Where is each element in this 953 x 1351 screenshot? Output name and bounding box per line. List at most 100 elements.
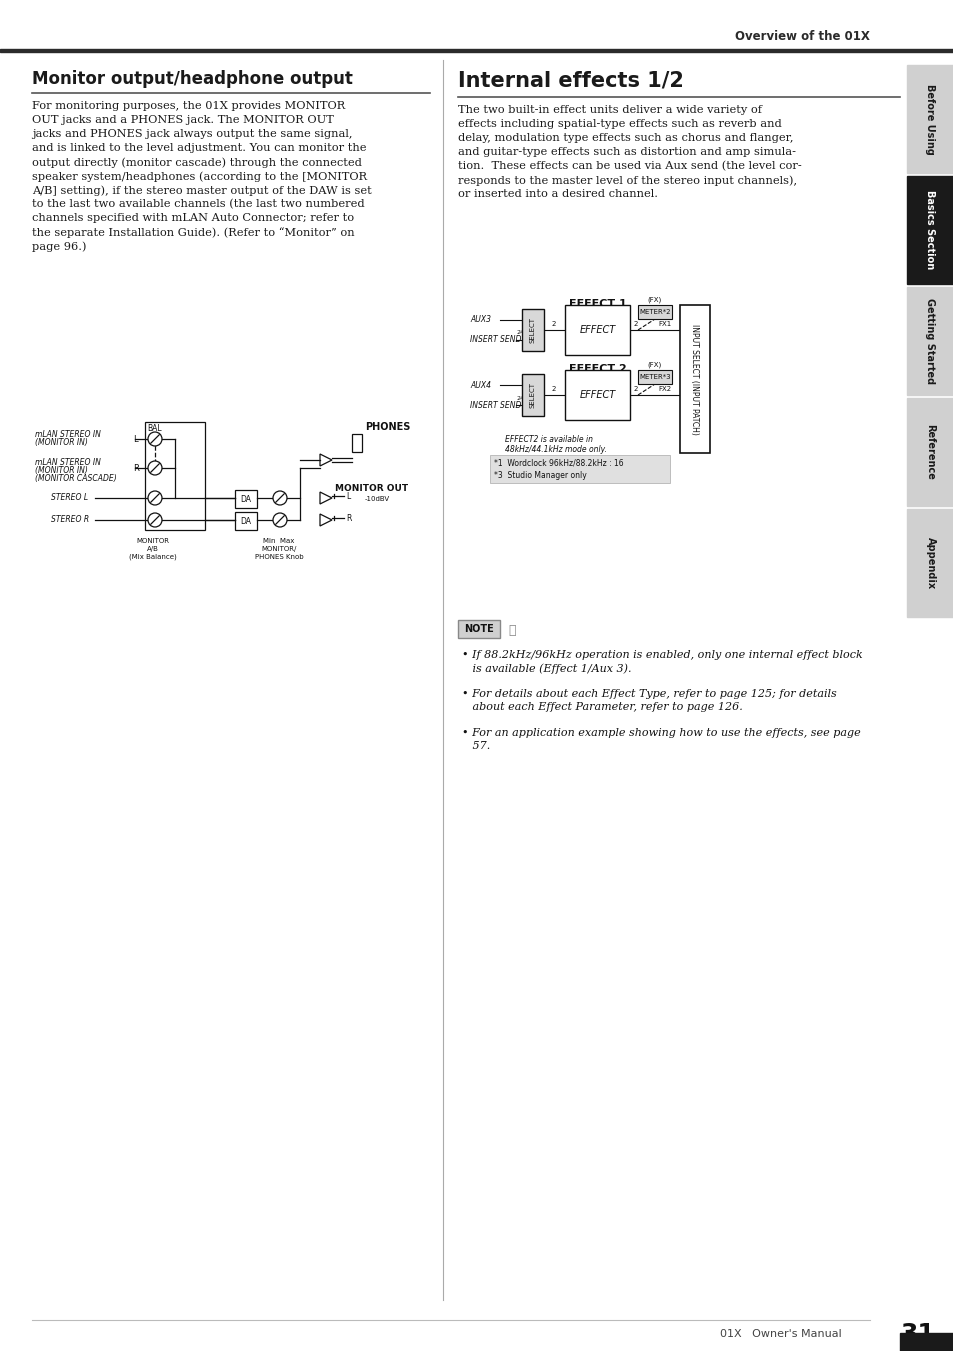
Text: effects including spatial-type effects such as reverb and: effects including spatial-type effects s… [457, 119, 781, 128]
Text: OUT jacks and a PHONES jack. The MONITOR OUT: OUT jacks and a PHONES jack. The MONITOR… [32, 115, 334, 126]
Text: Getting Started: Getting Started [924, 299, 935, 384]
Text: METER*3: METER*3 [639, 374, 670, 380]
Bar [906, 286, 953, 394]
Bar [564, 370, 629, 420]
Circle shape [148, 513, 162, 527]
Bar [638, 370, 671, 384]
Circle shape [148, 432, 162, 446]
Bar [899, 1333, 953, 1351]
Text: *1  Wordclock 96kHz/88.2kHz : 16
*3  Studio Manager only: *1 Wordclock 96kHz/88.2kHz : 16 *3 Studi… [494, 459, 623, 481]
Text: Internal effects 1/2: Internal effects 1/2 [457, 70, 683, 91]
Circle shape [148, 461, 162, 476]
Bar [457, 620, 499, 638]
Bar [234, 490, 256, 508]
Text: Min  Max
MONITOR/
PHONES Knob: Min Max MONITOR/ PHONES Knob [254, 538, 303, 561]
Text: • For details about each Effect Type, refer to page 125; for details: • For details about each Effect Type, re… [461, 689, 836, 698]
Text: AUX4: AUX4 [470, 381, 491, 389]
Text: 24*1: 24*1 [517, 331, 532, 335]
Text: is available (Effect 1/Aux 3).: is available (Effect 1/Aux 3). [461, 663, 631, 674]
Text: DA: DA [240, 494, 252, 504]
Text: 57.: 57. [461, 740, 490, 751]
Text: 01X   Owner's Manual: 01X Owner's Manual [720, 1329, 841, 1339]
Text: SELECT: SELECT [530, 382, 536, 408]
Text: EFFECT2 is available in
48kHz/44.1kHz mode only.: EFFECT2 is available in 48kHz/44.1kHz mo… [504, 435, 606, 454]
Bar [352, 434, 361, 453]
Text: 2: 2 [634, 386, 638, 392]
Text: PHONES: PHONES [365, 422, 410, 432]
Text: Monitor output/headphone output: Monitor output/headphone output [32, 70, 353, 88]
Text: mLAN STEREO IN: mLAN STEREO IN [35, 430, 101, 439]
Bar [564, 305, 629, 355]
Circle shape [273, 490, 287, 505]
Bar [906, 65, 953, 173]
Text: R: R [346, 513, 351, 523]
Bar [490, 455, 669, 484]
Text: (FX): (FX) [647, 362, 661, 367]
Text: The two built-in effect units deliver a wide variety of: The two built-in effect units deliver a … [457, 105, 761, 115]
Text: output directly (monitor cascade) through the connected: output directly (monitor cascade) throug… [32, 157, 361, 168]
Text: METER*2: METER*2 [639, 309, 670, 315]
Text: MONITOR
A/B
(Mix Balance): MONITOR A/B (Mix Balance) [129, 538, 176, 561]
Text: For monitoring purposes, the 01X provides MONITOR: For monitoring purposes, the 01X provide… [32, 101, 345, 111]
Bar [679, 305, 709, 453]
Text: and is linked to the level adjustment. You can monitor the: and is linked to the level adjustment. Y… [32, 143, 366, 153]
Text: about each Effect Parameter, refer to page 126.: about each Effect Parameter, refer to pa… [461, 703, 742, 712]
Text: AUX3: AUX3 [470, 316, 491, 324]
Text: 2: 2 [551, 322, 556, 327]
Text: mLAN STEREO IN: mLAN STEREO IN [35, 458, 101, 467]
Text: Before Using: Before Using [924, 84, 935, 154]
Bar [521, 374, 543, 416]
Text: to the last two available channels (the last two numbered: to the last two available channels (the … [32, 199, 364, 209]
Text: page 96.): page 96.) [32, 240, 87, 251]
Text: BAL: BAL [148, 424, 162, 434]
Text: the separate Installation Guide). (Refer to “Monitor” on: the separate Installation Guide). (Refer… [32, 227, 355, 238]
Text: DA: DA [240, 516, 252, 526]
Text: (MONITOR IN): (MONITOR IN) [35, 438, 88, 447]
Text: Reference: Reference [924, 424, 935, 480]
Bar [906, 176, 953, 284]
Text: 2: 2 [551, 386, 556, 392]
Text: jacks and PHONES jack always output the same signal,: jacks and PHONES jack always output the … [32, 128, 352, 139]
Text: FX2: FX2 [659, 386, 671, 392]
Text: A/B] setting), if the stereo master output of the DAW is set: A/B] setting), if the stereo master outp… [32, 185, 372, 196]
Text: FX1: FX1 [659, 322, 671, 327]
Text: INSERT SEND: INSERT SEND [470, 335, 521, 345]
Text: 24*1: 24*1 [517, 396, 532, 400]
Text: (MONITOR IN): (MONITOR IN) [35, 466, 88, 476]
Text: Basics Section: Basics Section [924, 190, 935, 270]
Text: Overview of the 01X: Overview of the 01X [735, 30, 869, 42]
Bar [521, 309, 543, 351]
Text: INSERT SEND: INSERT SEND [470, 400, 521, 409]
Text: 31: 31 [899, 1323, 934, 1346]
Text: (FX): (FX) [647, 296, 661, 303]
Text: L: L [132, 435, 137, 444]
Bar [906, 509, 953, 617]
Text: or inserted into a desired channel.: or inserted into a desired channel. [457, 189, 658, 199]
Text: R: R [132, 463, 139, 473]
Bar [145, 422, 205, 530]
Bar [0, 49, 953, 51]
Text: EFFECT 1: EFFECT 1 [568, 299, 626, 309]
Bar [906, 399, 953, 507]
Text: -10dBV: -10dBV [365, 496, 390, 503]
Text: SELECT: SELECT [530, 317, 536, 343]
Text: speaker system/headphones (according to the [MONITOR: speaker system/headphones (according to … [32, 172, 367, 181]
Text: (MONITOR CASCADE): (MONITOR CASCADE) [35, 474, 116, 484]
Text: channels specified with mLAN Auto Connector; refer to: channels specified with mLAN Auto Connec… [32, 213, 354, 223]
Text: and guitar-type effects such as distortion and amp simula-: and guitar-type effects such as distorti… [457, 147, 795, 157]
Text: INPUT SELECT (INPUT PATCH): INPUT SELECT (INPUT PATCH) [690, 323, 699, 435]
Text: 2: 2 [634, 322, 638, 327]
Bar [234, 512, 256, 530]
Text: EFFECT: EFFECT [578, 390, 615, 400]
Text: • If 88.2kHz/96kHz operation is enabled, only one internal effect block: • If 88.2kHz/96kHz operation is enabled,… [461, 650, 862, 661]
Text: MONITOR OUT: MONITOR OUT [335, 484, 408, 493]
Text: EFFECT: EFFECT [578, 326, 615, 335]
Text: tion.  These effects can be used via Aux send (the level cor-: tion. These effects can be used via Aux … [457, 161, 801, 172]
Text: L: L [346, 492, 350, 501]
Text: EFFECT 2: EFFECT 2 [568, 363, 626, 374]
Text: responds to the master level of the stereo input channels),: responds to the master level of the ster… [457, 176, 797, 185]
Text: STEREO L: STEREO L [51, 493, 88, 503]
Text: Appendix: Appendix [924, 536, 935, 589]
Text: STEREO R: STEREO R [51, 515, 89, 524]
Text: 📄: 📄 [507, 624, 515, 638]
